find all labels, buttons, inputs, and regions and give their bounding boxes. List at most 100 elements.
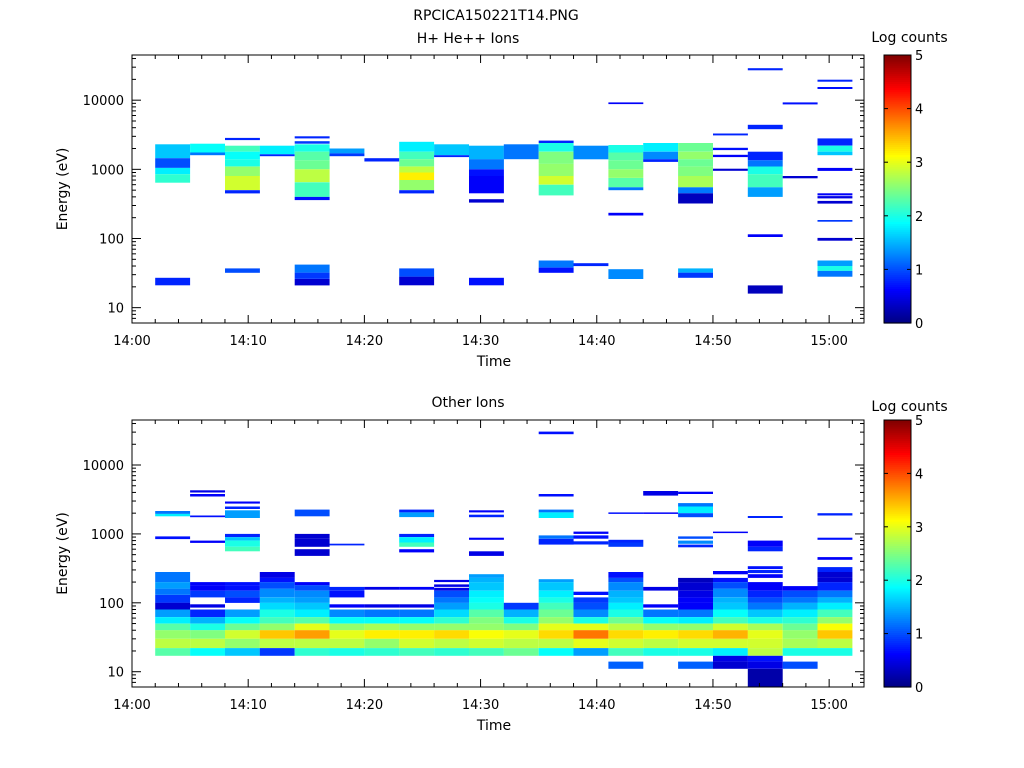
colorbar-swatch <box>884 274 911 277</box>
heatmap-cell <box>782 623 818 631</box>
colorbar-swatch <box>884 95 911 99</box>
colorbar-swatch <box>884 622 911 625</box>
colorbar-swatch <box>884 111 911 115</box>
heatmap-cell <box>713 531 748 534</box>
heatmap-cell <box>225 617 260 624</box>
heatmap-cell <box>678 661 713 669</box>
heatmap-cell <box>469 514 504 518</box>
heatmap-cell <box>294 151 330 161</box>
heatmap-cell <box>608 638 644 649</box>
heatmap-cell <box>678 491 713 494</box>
heatmap-cell <box>155 536 191 540</box>
colorbar-swatch <box>884 103 911 107</box>
x-tick-label: 15:00 <box>810 698 847 713</box>
heatmap-cell <box>399 268 435 277</box>
colorbar-swatch <box>884 119 911 123</box>
colorbar-swatch <box>884 486 911 490</box>
panel-title: Other Ions <box>431 395 504 411</box>
colorbar-swatch <box>884 506 911 510</box>
heatmap-cell <box>747 609 783 618</box>
colorbar-swatch <box>884 472 911 476</box>
colorbar-swatch <box>884 243 911 247</box>
colorbar-swatch <box>884 276 911 279</box>
colorbar-tick-label: 4 <box>915 467 923 482</box>
heatmap-cell <box>364 638 400 649</box>
heatmap-cell <box>573 263 609 267</box>
y-tick-label: 1000 <box>91 528 124 543</box>
colorbar-swatch <box>884 298 911 302</box>
colorbar-swatch <box>884 480 911 484</box>
colorbar-swatch <box>884 288 911 292</box>
heatmap-cell <box>573 602 609 610</box>
colorbar-tick-label: 3 <box>915 521 923 536</box>
colorbar-swatch <box>884 164 911 168</box>
colorbar-swatch <box>884 440 911 443</box>
colorbar-swatch <box>884 158 911 162</box>
colorbar-swatch <box>884 420 911 423</box>
heatmap-cell <box>573 609 609 618</box>
heatmap-cell <box>678 268 713 273</box>
y-axis-label: Energy (eV) <box>55 512 71 595</box>
panel-title: H+ He++ Ions <box>417 31 520 47</box>
heatmap-cell <box>399 533 435 538</box>
colorbar-swatch <box>884 513 911 516</box>
heatmap-cell <box>434 630 469 639</box>
heatmap-cell <box>294 144 330 152</box>
colorbar-swatch <box>884 154 911 158</box>
colorbar-swatch <box>884 225 911 229</box>
colorbar-swatch <box>884 523 911 526</box>
heatmap-cell <box>747 590 783 598</box>
colorbar-swatch <box>884 296 911 300</box>
heatmap-cell <box>225 159 260 167</box>
colorbar-swatch <box>884 460 911 464</box>
colorbar-swatch <box>884 99 911 103</box>
colorbar-swatch <box>884 424 911 427</box>
heatmap-cell <box>225 540 260 547</box>
colorbar-swatch <box>884 109 911 113</box>
heatmap-cell <box>364 648 400 656</box>
heatmap-cell <box>294 136 330 139</box>
colorbar-swatch <box>884 511 911 514</box>
heatmap-cell <box>259 630 295 639</box>
heatmap-cell <box>329 148 365 154</box>
heatmap-cell <box>538 630 574 639</box>
heatmap-cell <box>678 540 713 544</box>
colorbar-swatch <box>884 545 911 549</box>
colorbar-swatch <box>884 312 911 316</box>
colorbar-swatch <box>884 680 911 684</box>
colorbar-swatch <box>884 608 911 611</box>
colorbar-swatch <box>884 658 911 662</box>
colorbar-swatch <box>884 494 911 498</box>
heatmap-cell <box>538 582 574 591</box>
colorbar-swatch <box>884 666 911 670</box>
heatmap-cell <box>573 623 609 631</box>
heatmap-cell <box>399 180 435 191</box>
colorbar-swatch <box>884 89 911 93</box>
colorbar-swatch <box>884 650 911 654</box>
heatmap-cell <box>538 590 574 598</box>
heatmap-cell <box>643 586 679 591</box>
heatmap-cell <box>538 151 574 164</box>
heatmap-cell <box>399 509 435 513</box>
heatmap-cell <box>399 648 435 656</box>
heatmap-cell <box>155 595 191 603</box>
colorbar-tick-label: 0 <box>915 317 923 332</box>
heatmap-cell <box>469 623 504 631</box>
colorbar-swatch <box>884 490 911 494</box>
heatmap-cell <box>399 586 435 590</box>
colorbar-swatch <box>884 160 911 164</box>
colorbar-swatch <box>884 150 911 154</box>
colorbar-swatch <box>884 314 911 318</box>
heatmap-cell <box>225 585 260 591</box>
heatmap-cell <box>538 140 574 143</box>
colorbar-swatch <box>884 191 911 194</box>
colorbar-label: Log counts <box>871 399 947 415</box>
heatmap-cell <box>747 151 783 161</box>
colorbar-swatch <box>884 221 911 225</box>
colorbar-swatch <box>884 482 911 486</box>
colorbar-swatch <box>884 199 911 202</box>
heatmap-cell <box>503 617 539 624</box>
heatmap-cell <box>259 597 295 603</box>
heatmap-cell <box>643 648 679 656</box>
colorbar-swatch <box>884 579 911 583</box>
